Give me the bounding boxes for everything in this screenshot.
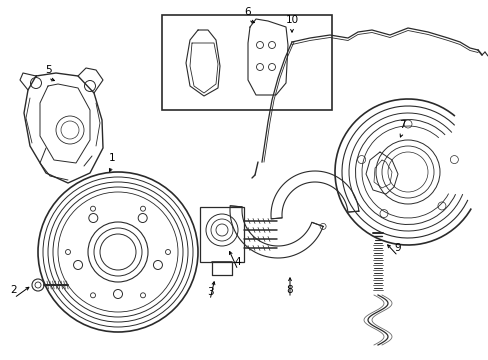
Text: 3: 3	[206, 287, 213, 297]
Circle shape	[84, 81, 95, 91]
Bar	[162, 15, 331, 110]
Text: 5: 5	[44, 65, 51, 75]
Bar	[200, 207, 244, 262]
Text: 1: 1	[108, 153, 115, 163]
Text: 2: 2	[11, 285, 17, 295]
Text: 8: 8	[286, 285, 293, 295]
Text: 4: 4	[234, 257, 241, 267]
Text: 6: 6	[244, 7, 251, 17]
Text: 10: 10	[285, 15, 298, 25]
Circle shape	[30, 77, 41, 89]
Text: 9: 9	[394, 243, 401, 253]
Text: 7: 7	[398, 120, 405, 130]
